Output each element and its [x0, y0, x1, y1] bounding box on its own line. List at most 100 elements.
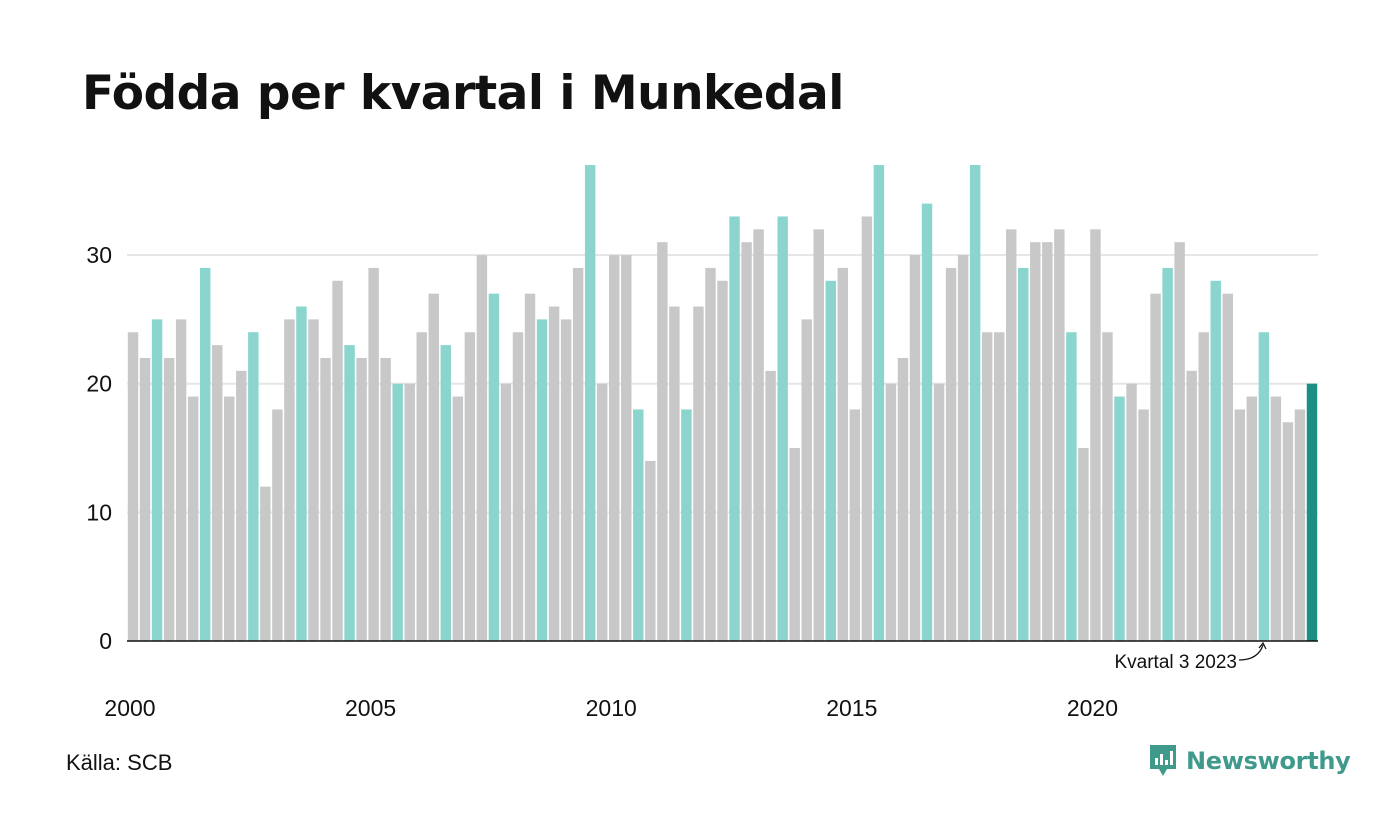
bar — [981, 332, 993, 641]
bar — [548, 306, 560, 641]
bar — [512, 332, 524, 641]
bar — [681, 409, 692, 641]
bar — [1138, 409, 1149, 641]
bar — [428, 293, 439, 641]
bar — [187, 396, 199, 641]
bar — [1078, 448, 1089, 641]
newsworthy-logo: Newsworthy — [1148, 743, 1351, 779]
bar — [921, 203, 933, 641]
bar — [897, 357, 909, 641]
bar — [1126, 383, 1137, 641]
bar — [657, 242, 668, 641]
bar — [717, 280, 728, 641]
bar — [260, 486, 271, 641]
bar — [524, 293, 536, 641]
bar — [609, 255, 620, 641]
bar — [199, 267, 211, 641]
bar — [621, 255, 632, 641]
annotation-label: Kvartal 3 2023 — [1114, 652, 1237, 673]
bar — [729, 216, 740, 641]
bar — [320, 357, 331, 641]
bar — [584, 165, 596, 641]
bars — [127, 165, 1318, 641]
bar — [969, 165, 981, 641]
bar — [163, 357, 175, 641]
bar — [596, 383, 608, 641]
bar — [380, 357, 391, 641]
bar — [1162, 267, 1173, 641]
annotation-arrow-icon — [1238, 641, 1267, 661]
bar — [645, 460, 656, 641]
bar — [693, 306, 704, 641]
bar — [212, 345, 223, 641]
bar — [753, 229, 764, 641]
bar — [945, 267, 957, 641]
bar — [1258, 332, 1270, 641]
bar — [1102, 332, 1113, 641]
bar — [284, 319, 295, 641]
bar — [777, 216, 788, 641]
bar — [633, 409, 644, 641]
bar — [993, 332, 1005, 641]
bar — [440, 345, 452, 641]
bar — [1006, 229, 1017, 641]
bar — [127, 332, 139, 641]
x-tick-label: 2000 — [104, 695, 155, 721]
bar — [669, 306, 680, 641]
bar — [1294, 409, 1306, 641]
bar — [1210, 280, 1221, 641]
bar — [765, 370, 776, 641]
bar — [392, 383, 403, 641]
bar — [1234, 409, 1246, 641]
bar — [873, 165, 885, 641]
bar — [404, 383, 415, 641]
axes: 2000 2005 2010 2015 2020 — [104, 640, 1318, 721]
bar — [789, 448, 800, 641]
x-tick-label: 2005 — [345, 695, 396, 721]
bar — [837, 267, 849, 641]
bar — [536, 319, 548, 641]
logo-text: Newsworthy — [1186, 747, 1351, 775]
bar — [572, 267, 584, 641]
bar — [416, 332, 427, 641]
bar — [296, 306, 307, 641]
bar — [151, 319, 163, 641]
bar — [224, 396, 235, 641]
annotation: Kvartal 3 2023 — [1114, 641, 1267, 673]
bar — [272, 409, 283, 641]
bar — [464, 332, 476, 641]
bar — [356, 357, 367, 641]
bar-chart-speech-bubble-icon — [1150, 745, 1176, 776]
bar — [332, 280, 343, 641]
bar — [236, 370, 247, 641]
bar — [1150, 293, 1161, 641]
bar — [1174, 242, 1185, 641]
y-tick-label: 10 — [86, 499, 112, 525]
bar — [1066, 332, 1077, 641]
y-tick-label: 0 — [99, 628, 112, 654]
bar — [813, 229, 824, 641]
bar — [933, 383, 945, 641]
bar — [1114, 396, 1125, 641]
bar — [957, 255, 969, 641]
bar — [476, 255, 488, 641]
x-tick-label: 2010 — [586, 695, 637, 721]
bar — [368, 267, 379, 641]
bar — [1018, 267, 1029, 641]
source-label: Källa: SCB — [66, 750, 173, 775]
bar — [1030, 242, 1041, 641]
bar — [1054, 229, 1065, 641]
x-tick-label: 2020 — [1067, 695, 1118, 721]
bar — [452, 396, 464, 641]
bar — [705, 267, 716, 641]
bar — [560, 319, 572, 641]
bar — [885, 383, 897, 641]
bar — [308, 319, 319, 641]
chart-title: Födda per kvartal i Munkedal — [82, 66, 844, 121]
bar — [175, 319, 187, 641]
y-tick-label: 20 — [86, 371, 112, 397]
bar — [1186, 370, 1197, 641]
bar — [861, 216, 873, 641]
bar — [248, 332, 259, 641]
